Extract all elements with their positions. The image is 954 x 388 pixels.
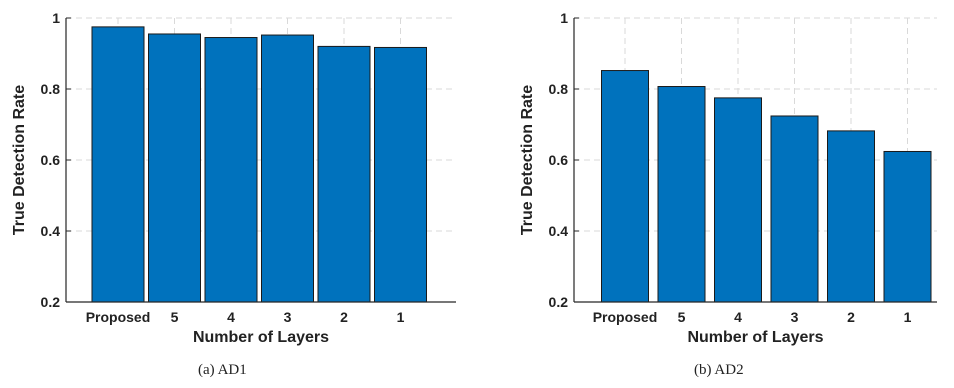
y-tick-label: 0.2 — [549, 294, 569, 310]
bar — [148, 33, 201, 303]
bar — [601, 70, 649, 303]
y-tick-label: 0.4 — [41, 223, 61, 239]
bar — [91, 26, 145, 303]
y-tick-label: 0.4 — [549, 223, 569, 239]
x-tick-label: 1 — [904, 309, 912, 325]
x-tick-label: 2 — [340, 309, 348, 325]
x-tick-label: 4 — [734, 309, 742, 325]
y-tick-label: 1 — [52, 10, 60, 26]
bar-chart-ad2: 0.2 0.4 0.6 0.8 1 Proposed 5 4 3 2 1 Number of Laye… — [519, 10, 937, 346]
x-tick-label: Proposed — [86, 309, 151, 325]
y-tick-label: 1 — [560, 10, 568, 26]
y-tick-label: 0.6 — [549, 152, 569, 168]
x-tick-label: 5 — [678, 309, 686, 325]
y-tick-label: 0.8 — [41, 81, 61, 97]
chart-panel-ad2: 0.2 0.4 0.6 0.8 1 Proposed 5 4 3 2 1 Number of Laye… — [477, 0, 954, 388]
chart-panel-ad1: 0.2 0.4 0.6 0.8 1 Proposed 5 4 3 2 1 Number of Laye… — [11, 10, 456, 378]
x-tick-label: 2 — [847, 309, 855, 325]
bar — [657, 86, 706, 303]
bar — [883, 150, 932, 303]
y-tick-label: 0.8 — [549, 81, 569, 97]
y-tick-label: 0.2 — [41, 294, 61, 310]
x-tick-label: Proposed — [593, 309, 658, 325]
caption-ad1: (a) AD1 — [198, 362, 247, 378]
x-axis-title: Number of Layers — [193, 329, 329, 346]
x-tick-label: 4 — [227, 309, 235, 325]
bar — [374, 46, 427, 303]
x-tick-label: 5 — [171, 309, 179, 325]
bar — [714, 97, 762, 303]
bar — [204, 37, 258, 303]
y-tick-label: 0.6 — [41, 152, 61, 168]
caption-ad2: (b) AD2 — [694, 362, 744, 378]
bar — [770, 115, 819, 303]
y-axis-title: True Detection Rate — [519, 85, 536, 235]
x-tick-label: 3 — [284, 309, 292, 325]
x-tick-label: 1 — [397, 309, 405, 325]
bar-chart-ad1: 0.2 0.4 0.6 0.8 1 Proposed 5 4 3 2 1 Number of Laye… — [11, 10, 456, 346]
x-tick-label: 3 — [791, 309, 799, 325]
x-axis-title: Number of Layers — [687, 329, 823, 346]
y-axis-title: True Detection Rate — [11, 85, 28, 235]
bar — [261, 34, 314, 303]
bar — [317, 45, 371, 303]
bar — [827, 130, 875, 303]
